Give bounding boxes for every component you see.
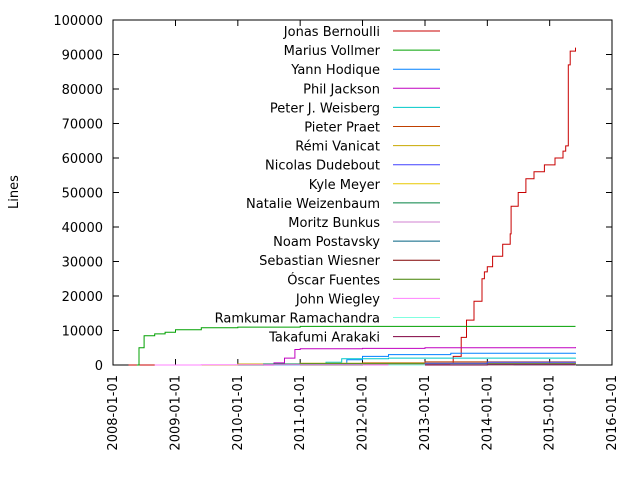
- series-line-1: [136, 325, 576, 366]
- x-axis-ticks: 2008-01-01 2009-01-01 2010-01-01 2011-01-01…: [106, 20, 620, 451]
- y-axis-ticks: 0 10000 20000 30000 40000 50000 60000 70000 8000…: [53, 14, 612, 374]
- x-tick-label: 2011-01-01: [293, 375, 308, 451]
- legend-label: Natalie Weizenbaum: [246, 197, 380, 212]
- legend-label: John Wiegley: [295, 292, 380, 307]
- x-tick-label: 2015-01-01: [543, 375, 558, 451]
- y-tick-label: 50000: [62, 187, 103, 202]
- series-lines: [128, 47, 576, 366]
- legend-label: Jonas Bernoulli: [283, 25, 380, 40]
- y-tick-label: 30000: [62, 256, 103, 271]
- legend-label: Moritz Bunkus: [288, 216, 380, 231]
- legend: Jonas Bernoulli Marius Vollmer Yann Hodiqu…: [215, 25, 440, 346]
- y-axis-label: Lines: [7, 175, 22, 209]
- x-tick-label: 2010-01-01: [231, 375, 246, 451]
- x-tick-label: 2013-01-01: [418, 375, 433, 451]
- y-tick-label: 0: [95, 359, 103, 374]
- legend-label: Pieter Praet: [304, 121, 380, 136]
- series-line-2: [331, 352, 576, 366]
- legend-label: Takafumi Arakaki: [268, 331, 380, 346]
- legend-label: Kyle Meyer: [309, 178, 381, 193]
- series-line-0: [128, 47, 576, 366]
- y-tick-label: 80000: [62, 83, 103, 98]
- legend-label: Ramkumar Ramachandra: [215, 312, 380, 327]
- x-tick-label: 2009-01-01: [169, 375, 184, 451]
- legend-label: Phil Jackson: [303, 82, 380, 97]
- legend-label: Peter J. Weisberg: [270, 101, 380, 116]
- y-tick-label: 10000: [62, 325, 103, 340]
- y-tick-label: 90000: [62, 49, 103, 64]
- legend-label: Marius Vollmer: [284, 44, 381, 59]
- x-tick-label: 2014-01-01: [480, 375, 495, 451]
- y-tick-label: 40000: [62, 221, 103, 236]
- legend-label: Rémi Vanicat: [295, 140, 380, 155]
- y-tick-label: 20000: [62, 290, 103, 305]
- y-tick-label: 60000: [62, 152, 103, 167]
- legend-label: Óscar Fuentes: [287, 272, 380, 288]
- x-tick-label: 2008-01-01: [106, 375, 121, 451]
- legend-label: Sebastian Wiesner: [259, 254, 380, 269]
- y-tick-label: 100000: [53, 14, 103, 29]
- legend-label: Nicolas Dudebout: [265, 159, 380, 174]
- x-tick-label: 2016-01-01: [605, 375, 620, 451]
- x-tick-label: 2012-01-01: [356, 375, 371, 451]
- y-tick-label: 70000: [62, 118, 103, 133]
- legend-label: Yann Hodique: [290, 63, 380, 78]
- legend-label: Noam Postavsky: [273, 235, 380, 250]
- series-line-3: [263, 347, 576, 366]
